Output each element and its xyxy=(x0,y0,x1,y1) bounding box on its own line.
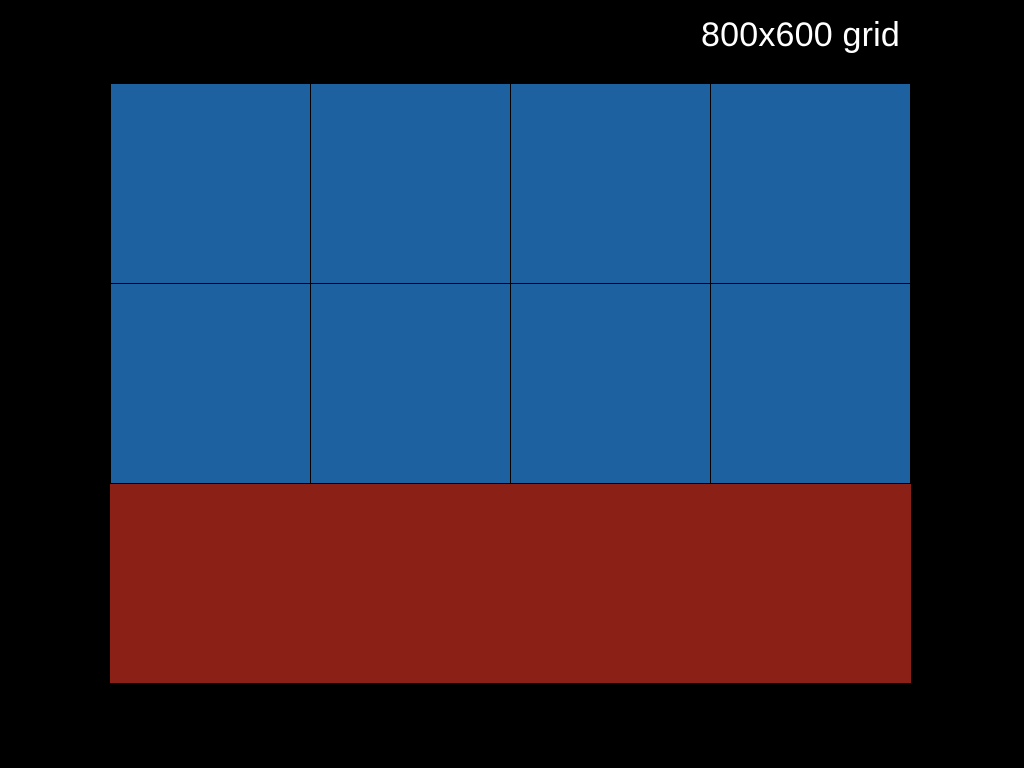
red-bottom-band xyxy=(110,484,911,683)
grid-tile xyxy=(311,284,510,483)
grid-tile xyxy=(111,84,310,283)
grid-tile xyxy=(111,284,310,483)
grid-tile xyxy=(511,84,710,283)
grid-tile xyxy=(311,84,510,283)
grid-tile xyxy=(711,284,910,483)
grid-tile xyxy=(711,84,910,283)
blue-tile-grid xyxy=(110,83,911,484)
grid-title: 800x600 grid xyxy=(701,16,900,54)
grid-area xyxy=(110,83,911,683)
grid-tile xyxy=(511,284,710,483)
